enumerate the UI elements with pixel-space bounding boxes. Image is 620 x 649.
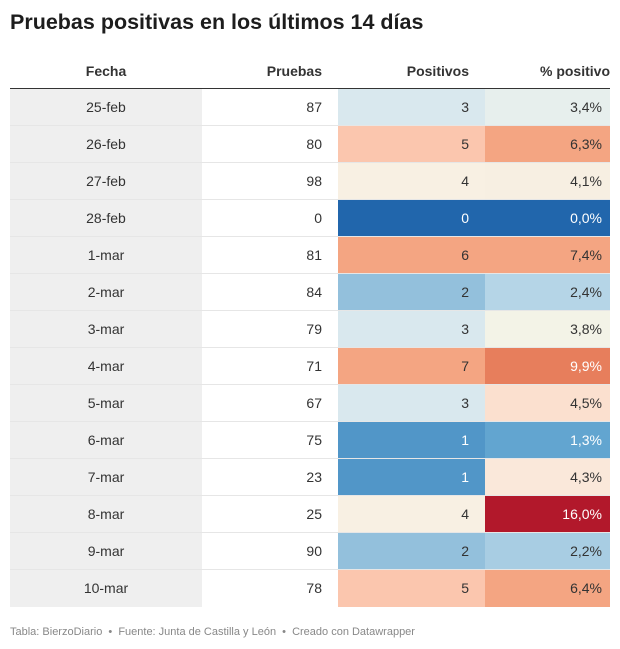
cell-pct-positivo: 4,1% [485, 163, 610, 199]
cell-pruebas: 80 [306, 136, 322, 152]
footer-created-with: Creado con Datawrapper [292, 626, 415, 638]
cell-pct-positivo: 16,0% [485, 496, 610, 532]
header-fecha[interactable]: Fecha [85, 63, 127, 79]
cell-positivos: 4 [338, 496, 485, 532]
table-row: 5-mar 67 3 4,5% [10, 385, 610, 422]
cell-positivos: 4 [338, 163, 485, 199]
footer-separator: • [282, 626, 286, 638]
header-positivos[interactable]: Positivos [406, 63, 469, 79]
table-header: Fecha Pruebas Positivos % positivo [10, 53, 610, 89]
cell-pruebas: 67 [306, 395, 322, 411]
cell-fecha: 9-mar [10, 533, 202, 569]
cell-pruebas: 25 [306, 506, 322, 522]
table-row: 2-mar 84 2 2,4% [10, 274, 610, 311]
cell-pct-positivo: 7,4% [485, 237, 610, 273]
cell-pruebas: 78 [306, 580, 322, 596]
cell-positivos: 6 [338, 237, 485, 273]
header-pct-positivo[interactable]: % positivo [539, 63, 610, 79]
table-body: 25-feb 87 3 3,4% 26-feb 80 5 6,3% 27-feb 98 4 4,1% 2… [10, 89, 610, 607]
cell-pct-positivo: 1,3% [485, 422, 610, 458]
cell-pct-positivo: 4,3% [485, 459, 610, 495]
table-row: 27-feb 98 4 4,1% [10, 163, 610, 200]
header-pruebas[interactable]: Pruebas [266, 63, 322, 79]
cell-pct-positivo: 6,4% [485, 570, 610, 607]
cell-fecha: 7-mar [10, 459, 202, 495]
cell-positivos: 5 [338, 570, 485, 607]
cell-fecha: 26-feb [10, 126, 202, 162]
cell-pct-positivo: 4,5% [485, 385, 610, 421]
cell-positivos: 3 [338, 385, 485, 421]
chart-title: Pruebas positivas en los últimos 14 días [10, 10, 424, 34]
cell-positivos: 1 [338, 422, 485, 458]
cell-positivos: 2 [338, 533, 485, 569]
cell-pct-positivo: 2,2% [485, 533, 610, 569]
cell-pruebas: 23 [306, 469, 322, 485]
cell-positivos: 5 [338, 126, 485, 162]
table-row: 3-mar 79 3 3,8% [10, 311, 610, 348]
table-row: 26-feb 80 5 6,3% [10, 126, 610, 163]
cell-fecha: 1-mar [10, 237, 202, 273]
table-row: 10-mar 78 5 6,4% [10, 570, 610, 607]
cell-positivos: 0 [338, 200, 485, 236]
cell-fecha: 27-feb [10, 163, 202, 199]
cell-pruebas: 79 [306, 321, 322, 337]
cell-pct-positivo: 3,4% [485, 89, 610, 125]
cell-fecha: 4-mar [10, 348, 202, 384]
cell-positivos: 3 [338, 89, 485, 125]
cell-pct-positivo: 0,0% [485, 200, 610, 236]
table-row: 8-mar 25 4 16,0% [10, 496, 610, 533]
table-row: 28-feb 0 0 0,0% [10, 200, 610, 237]
cell-positivos: 3 [338, 311, 485, 347]
footer-table-credit: Tabla: BierzoDiario [10, 626, 103, 638]
cell-fecha: 10-mar [10, 570, 202, 607]
cell-pct-positivo: 3,8% [485, 311, 610, 347]
cell-positivos: 7 [338, 348, 485, 384]
cell-pruebas: 71 [306, 358, 322, 374]
cell-pct-positivo: 9,9% [485, 348, 610, 384]
cell-pruebas: 98 [306, 173, 322, 189]
cell-fecha: 8-mar [10, 496, 202, 532]
cell-fecha: 5-mar [10, 385, 202, 421]
cell-pruebas: 81 [306, 247, 322, 263]
footer-separator: • [108, 626, 113, 638]
cell-fecha: 28-feb [10, 200, 202, 236]
cell-pruebas: 0 [314, 210, 322, 226]
table-row: 9-mar 90 2 2,2% [10, 533, 610, 570]
cell-pruebas: 87 [306, 99, 322, 115]
data-table: Fecha Pruebas Positivos % positivo 25-fe… [10, 53, 610, 607]
table-row: 1-mar 81 6 7,4% [10, 237, 610, 274]
cell-pruebas: 75 [306, 432, 322, 448]
footer-source: Fuente: Junta de Castilla y León [118, 626, 277, 638]
footer: Tabla: BierzoDiario • Fuente: Junta de C… [10, 624, 415, 640]
table-row: 6-mar 75 1 1,3% [10, 422, 610, 459]
cell-pct-positivo: 6,3% [485, 126, 610, 162]
table-row: 7-mar 23 1 4,3% [10, 459, 610, 496]
table-row: 4-mar 71 7 9,9% [10, 348, 610, 385]
cell-pct-positivo: 2,4% [485, 274, 610, 310]
cell-fecha: 2-mar [10, 274, 202, 310]
cell-positivos: 2 [338, 274, 485, 310]
cell-positivos: 1 [338, 459, 485, 495]
cell-pruebas: 84 [306, 284, 322, 300]
cell-pruebas: 90 [306, 543, 322, 559]
table-row: 25-feb 87 3 3,4% [10, 89, 610, 126]
cell-fecha: 25-feb [10, 89, 202, 125]
cell-fecha: 3-mar [10, 311, 202, 347]
cell-fecha: 6-mar [10, 422, 202, 458]
